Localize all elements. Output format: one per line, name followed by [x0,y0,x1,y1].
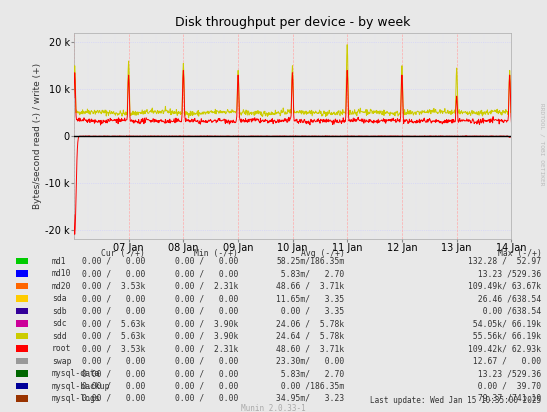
Text: 5.83m/   2.70: 5.83m/ 2.70 [276,269,345,278]
Text: 58.25m/186.35m: 58.25m/186.35m [276,257,345,266]
Text: sdc: sdc [52,319,67,328]
Text: 0.00 /   0.00: 0.00 / 0.00 [174,294,238,303]
Text: sdb: sdb [52,307,67,316]
Text: Cur (-/+): Cur (-/+) [101,249,145,258]
Bar [16,358,28,364]
Text: 0.00 /  5.63k: 0.00 / 5.63k [82,319,145,328]
Bar [16,308,28,314]
Title: Disk throughput per device - by week: Disk throughput per device - by week [175,16,410,29]
Text: 24.64 /  5.78k: 24.64 / 5.78k [276,332,345,341]
Text: 48.66 /  3.71k: 48.66 / 3.71k [276,282,345,290]
Text: 34.95m/   3.23: 34.95m/ 3.23 [276,394,345,403]
Text: 0.00 /  2.31k: 0.00 / 2.31k [174,344,238,353]
Text: 13.23 /529.36: 13.23 /529.36 [473,369,542,378]
Bar [16,333,28,339]
Text: 0.00 /   0.00: 0.00 / 0.00 [174,356,238,365]
Text: Min (-/+): Min (-/+) [194,249,238,258]
Text: 5.83m/   2.70: 5.83m/ 2.70 [276,369,345,378]
Text: 26.46 /638.54: 26.46 /638.54 [473,294,542,303]
Text: 0.00 /  39.70: 0.00 / 39.70 [468,382,542,391]
Text: Max (-/+): Max (-/+) [498,249,542,258]
Text: 0.00 /   0.00: 0.00 / 0.00 [82,382,145,391]
Text: RRDTOOL / TOBI OETIKER: RRDTOOL / TOBI OETIKER [539,103,544,185]
Text: md20: md20 [52,282,72,290]
Text: sdd: sdd [52,332,67,341]
Text: 0.00 /   0.00: 0.00 / 0.00 [82,356,145,365]
Text: md1: md1 [52,257,67,266]
Text: 0.00 /186.35m: 0.00 /186.35m [276,382,345,391]
Text: 0.00 /   0.00: 0.00 / 0.00 [174,269,238,278]
Text: 0.00 /   0.00: 0.00 / 0.00 [82,257,145,266]
Text: 0.00 /   0.00: 0.00 / 0.00 [174,394,238,403]
Bar [16,383,28,389]
Text: swap: swap [52,356,72,365]
Text: 0.00 /   0.00: 0.00 / 0.00 [174,369,238,378]
Text: 0.00 /  3.90k: 0.00 / 3.90k [174,332,238,341]
Text: 0.00 /   0.00: 0.00 / 0.00 [174,257,238,266]
Text: mysql-backup: mysql-backup [52,382,110,391]
Text: 0.00 /   0.00: 0.00 / 0.00 [82,307,145,316]
Bar [16,370,28,377]
Text: 0.00 /  2.31k: 0.00 / 2.31k [174,282,238,290]
Text: 12.67 /   0.00: 12.67 / 0.00 [468,356,542,365]
Text: 0.00 /   0.00: 0.00 / 0.00 [82,269,145,278]
Text: 23.30m/   0.00: 23.30m/ 0.00 [276,356,345,365]
Text: 0.00 /  3.53k: 0.00 / 3.53k [82,282,145,290]
Text: 0.00 /   0.00: 0.00 / 0.00 [82,294,145,303]
Text: 48.60 /  3.71k: 48.60 / 3.71k [276,344,345,353]
Bar [16,270,28,277]
Text: md10: md10 [52,269,72,278]
Text: mysql-logs: mysql-logs [52,394,101,403]
Bar [16,395,28,402]
Text: root: root [52,344,72,353]
Text: 0.00 /  3.53k: 0.00 / 3.53k [82,344,145,353]
Text: 79.37 /741.10: 79.37 /741.10 [473,394,542,403]
Text: 109.42k/ 62.93k: 109.42k/ 62.93k [468,344,542,353]
Text: 54.05k/ 66.19k: 54.05k/ 66.19k [468,319,542,328]
Text: Avg (-/+): Avg (-/+) [301,249,345,258]
Text: 11.65m/   3.35: 11.65m/ 3.35 [276,294,345,303]
Text: mysql-data: mysql-data [52,369,101,378]
Bar [16,283,28,290]
Bar [16,295,28,302]
Text: 0.00 /   0.00: 0.00 / 0.00 [174,382,238,391]
Text: 0.00 /   0.00: 0.00 / 0.00 [174,307,238,316]
Bar [16,320,28,327]
Text: 0.00 /  5.63k: 0.00 / 5.63k [82,332,145,341]
Text: 0.00 /638.54: 0.00 /638.54 [473,307,542,316]
Text: sda: sda [52,294,67,303]
Text: 0.00 /  3.90k: 0.00 / 3.90k [174,319,238,328]
Text: 0.00 /   3.35: 0.00 / 3.35 [276,307,345,316]
Text: 24.06 /  5.78k: 24.06 / 5.78k [276,319,345,328]
Text: Last update: Wed Jan 15 10:35:00 2025: Last update: Wed Jan 15 10:35:00 2025 [370,396,542,405]
Text: Munin 2.0.33-1: Munin 2.0.33-1 [241,404,306,412]
Text: 0.00 /   0.00: 0.00 / 0.00 [82,369,145,378]
Bar [16,345,28,352]
Text: 13.23 /529.36: 13.23 /529.36 [473,269,542,278]
Text: 55.56k/ 66.19k: 55.56k/ 66.19k [468,332,542,341]
Bar [16,258,28,265]
Text: 0.00 /   0.00: 0.00 / 0.00 [82,394,145,403]
Text: 109.49k/ 63.67k: 109.49k/ 63.67k [468,282,542,290]
Text: 132.28 /  52.97: 132.28 / 52.97 [468,257,542,266]
Y-axis label: Bytes/second read (-) / write (+): Bytes/second read (-) / write (+) [33,63,42,209]
